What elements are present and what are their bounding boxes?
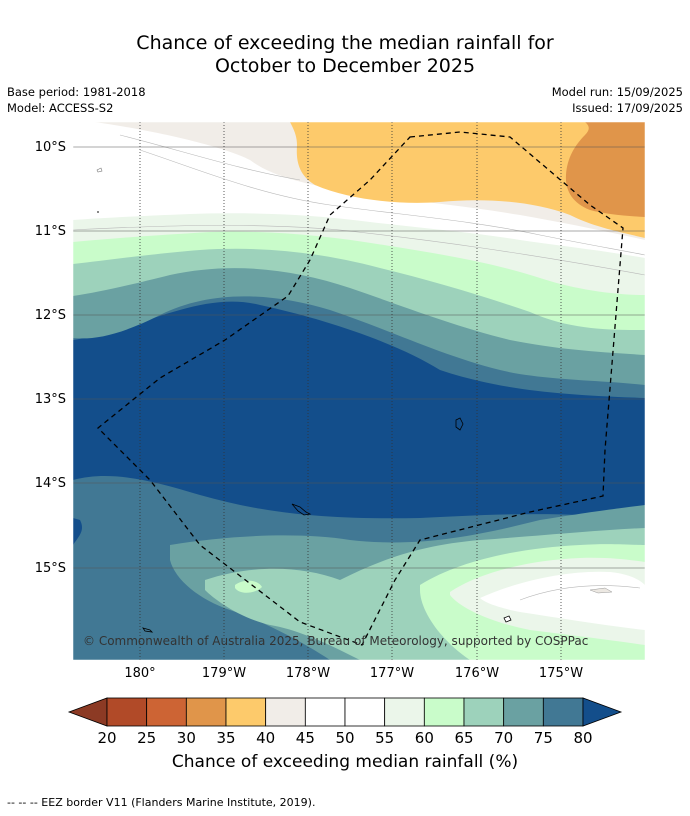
colorbar: 20 25 30 35 40 45 50 55 60 65 70 75 80 [67, 697, 623, 747]
lat-label: 10°S [35, 140, 66, 155]
band-50-55-south [480, 571, 645, 630]
colorbar-tick-label: 65 [454, 729, 473, 747]
colorbar-tick-label: 55 [375, 729, 394, 747]
colorbar-swatch-75_80 [542, 697, 584, 727]
island-shape [142, 627, 154, 633]
colorbar-swatch-45_50 [304, 697, 346, 727]
lat-label: 11°S [35, 224, 66, 239]
base-period-text: Base period: 1981-2018 [7, 85, 146, 99]
lat-label: 13°S [35, 392, 66, 407]
model-run-text: Model run: 15/09/2025 [551, 85, 683, 99]
island-shape [503, 615, 512, 623]
contour-lines [73, 134, 645, 601]
colorbar-tick-label: 45 [296, 729, 315, 747]
colorbar-arrow-high [582, 697, 623, 727]
longitude-labels: 180° 179°W 178°W 177°W 176°W 175°W [124, 666, 583, 681]
colorbar-tick-label: 80 [573, 729, 592, 747]
colorbar-swatch-25_30 [146, 697, 187, 727]
lat-label: 15°S [35, 561, 66, 576]
issued-text: Issued: 17/09/2025 [572, 101, 683, 115]
colorbar-tick-label: 20 [97, 729, 116, 747]
colorbar-tick-label: 25 [137, 729, 156, 747]
colorbar-tick-label: 35 [216, 729, 235, 747]
lat-label: 12°S [35, 308, 66, 323]
copyright-text: © Commonwealth of Australia 2025, Bureau… [83, 634, 588, 648]
colorbar-label: Chance of exceeding median rainfall (%) [171, 752, 519, 772]
colorbar-tick-label: 60 [415, 729, 434, 747]
chart-title-line2: October to December 2025 [214, 55, 476, 77]
band-above-80 [73, 301, 645, 520]
colorbar-tick-label: 30 [177, 729, 196, 747]
lon-label: 177°W [370, 666, 414, 681]
eez-legend-text: -- -- -- EEZ border V11 (Flanders Marine… [7, 796, 316, 809]
chart-title-line1: Chance of exceeding the median rainfall … [136, 32, 554, 54]
rainfall-probability-field: © Commonwealth of Australia 2025, Bureau… [73, 122, 645, 660]
lat-label: 14°S [35, 476, 66, 491]
colorbar-tick-label: 75 [534, 729, 553, 747]
graticule [73, 146, 645, 569]
lon-label: 179°W [202, 666, 246, 681]
colorbar-swatch-55_60 [384, 697, 425, 727]
band-35-40 [290, 122, 645, 238]
band-30-35 [565, 122, 645, 217]
latitude-labels: 10°S 11°S 12°S 13°S 14°S 15°S [35, 140, 66, 576]
island-shape [455, 417, 464, 431]
model-text: Model: ACCESS-S2 [7, 101, 114, 115]
eez-border [97, 131, 624, 646]
colorbar-tick-label: 50 [335, 729, 354, 747]
colorbar-swatch-60_65 [423, 697, 465, 727]
island-shape [291, 503, 312, 516]
colorbar-swatch-30_35 [185, 697, 227, 727]
rainfall-map: © Commonwealth of Australia 2025, Bureau… [35, 121, 646, 747]
colorbar-swatch-65_70 [463, 697, 505, 727]
lon-label: 175°W [539, 666, 583, 681]
colorbar-tick-label: 70 [494, 729, 513, 747]
colorbar-swatch-40_45 [265, 697, 306, 727]
colorbar-swatch-70_75 [503, 697, 544, 727]
colorbar-swatch-50_55 [344, 697, 386, 727]
lon-label: 176°W [455, 666, 499, 681]
colorbar-tick-label: 40 [256, 729, 275, 747]
colorbar-swatch-35_40 [225, 697, 267, 727]
lon-label: 180° [124, 666, 155, 681]
colorbar-swatch-20_25 [106, 697, 148, 727]
colorbar-arrow-low [67, 697, 108, 727]
lon-label: 178°W [286, 666, 330, 681]
